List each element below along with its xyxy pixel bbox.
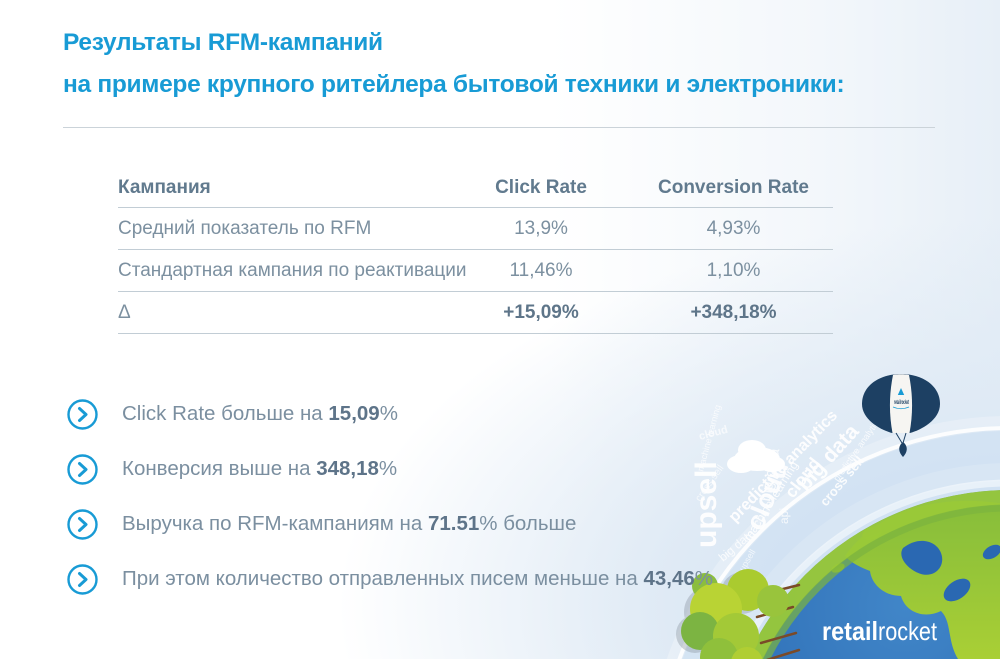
- table-row: Стандартная кампания по реактивации 11,4…: [118, 250, 833, 292]
- title-divider: [63, 127, 935, 128]
- chevron-right-circle-icon: [67, 398, 98, 430]
- bullet-text: Click Rate больше на 15,09%: [122, 402, 398, 425]
- bullet-value: 71.51: [427, 512, 480, 535]
- column-header-campaign: Кампания: [118, 176, 211, 198]
- title-line-2: на примере крупного ритейлера бытовой те…: [63, 71, 845, 98]
- inland-seas: [901, 540, 1000, 602]
- page-title: Результаты RFM-кампаний на примере крупн…: [63, 22, 845, 106]
- list-item: Выручка по RFM-кампаниям на 71.51% больш…: [67, 508, 713, 540]
- click-rate-value: 13,9%: [514, 217, 568, 239]
- bullet-text: Выручка по RFM-кампаниям на 71.51% больш…: [122, 512, 577, 535]
- column-header-click-rate: Click Rate: [495, 176, 587, 198]
- table-row-delta: Δ +15,09% +348,18%: [118, 292, 833, 334]
- list-item: При этом количество отправленных писем м…: [67, 563, 713, 595]
- list-item: Конверсия выше на 348,18%: [67, 453, 713, 485]
- row-label: Стандартная кампания по реактивации: [118, 259, 467, 281]
- bullet-text: Конверсия выше на 348,18%: [122, 457, 398, 480]
- balloon-basket: [899, 442, 907, 457]
- table-header-row: Кампания Click Rate Conversion Rate: [118, 168, 833, 208]
- hot-air-balloon-icon: retailrocket: [862, 374, 940, 457]
- bullet-value: 15,09: [328, 402, 380, 425]
- key-findings-list: Click Rate больше на 15,09% Конверсия вы…: [67, 398, 713, 595]
- balloon-logo-text: retailrocket: [894, 400, 909, 406]
- cloud-icon: [727, 440, 785, 473]
- list-item: Click Rate больше на 15,09%: [67, 398, 713, 430]
- bullet-value: 43,46: [643, 567, 695, 590]
- chevron-right-circle-icon: [67, 563, 98, 595]
- click-rate-delta-value: +15,09%: [503, 301, 579, 323]
- trees: [676, 569, 801, 659]
- bullet-text: При этом количество отправленных писем м…: [122, 567, 714, 590]
- click-rate-value: 11,46%: [509, 259, 573, 281]
- chevron-right-circle-icon: [67, 508, 98, 540]
- conversion-rate-value: 4,93%: [706, 217, 761, 239]
- column-header-conversion-rate: Conversion Rate: [658, 176, 809, 198]
- title-line-1: Результаты RFM-кампаний: [63, 29, 383, 56]
- row-label: Средний показатель по RFM: [118, 217, 372, 239]
- chevron-right-circle-icon: [67, 453, 98, 485]
- results-table: Кампания Click Rate Conversion Rate Сред…: [118, 168, 833, 334]
- conversion-rate-value: 1,10%: [706, 259, 761, 281]
- balloon-rocket-mark: [897, 388, 905, 395]
- word-cloud-word: api: [777, 508, 791, 524]
- conversion-rate-delta-value: +348,18%: [690, 301, 777, 323]
- retailrocket-logo: retailrocket: [822, 616, 938, 646]
- logo-bold-part: retail: [822, 616, 878, 646]
- globe: [720, 490, 1000, 659]
- bullet-value: 348,18: [316, 457, 379, 480]
- word-cloud-word: upsell: [690, 461, 723, 548]
- table-row: Средний показатель по RFM 13,9% 4,93%: [118, 208, 833, 250]
- logo-light-part: rocket: [878, 616, 938, 646]
- row-label-delta: Δ: [118, 301, 131, 323]
